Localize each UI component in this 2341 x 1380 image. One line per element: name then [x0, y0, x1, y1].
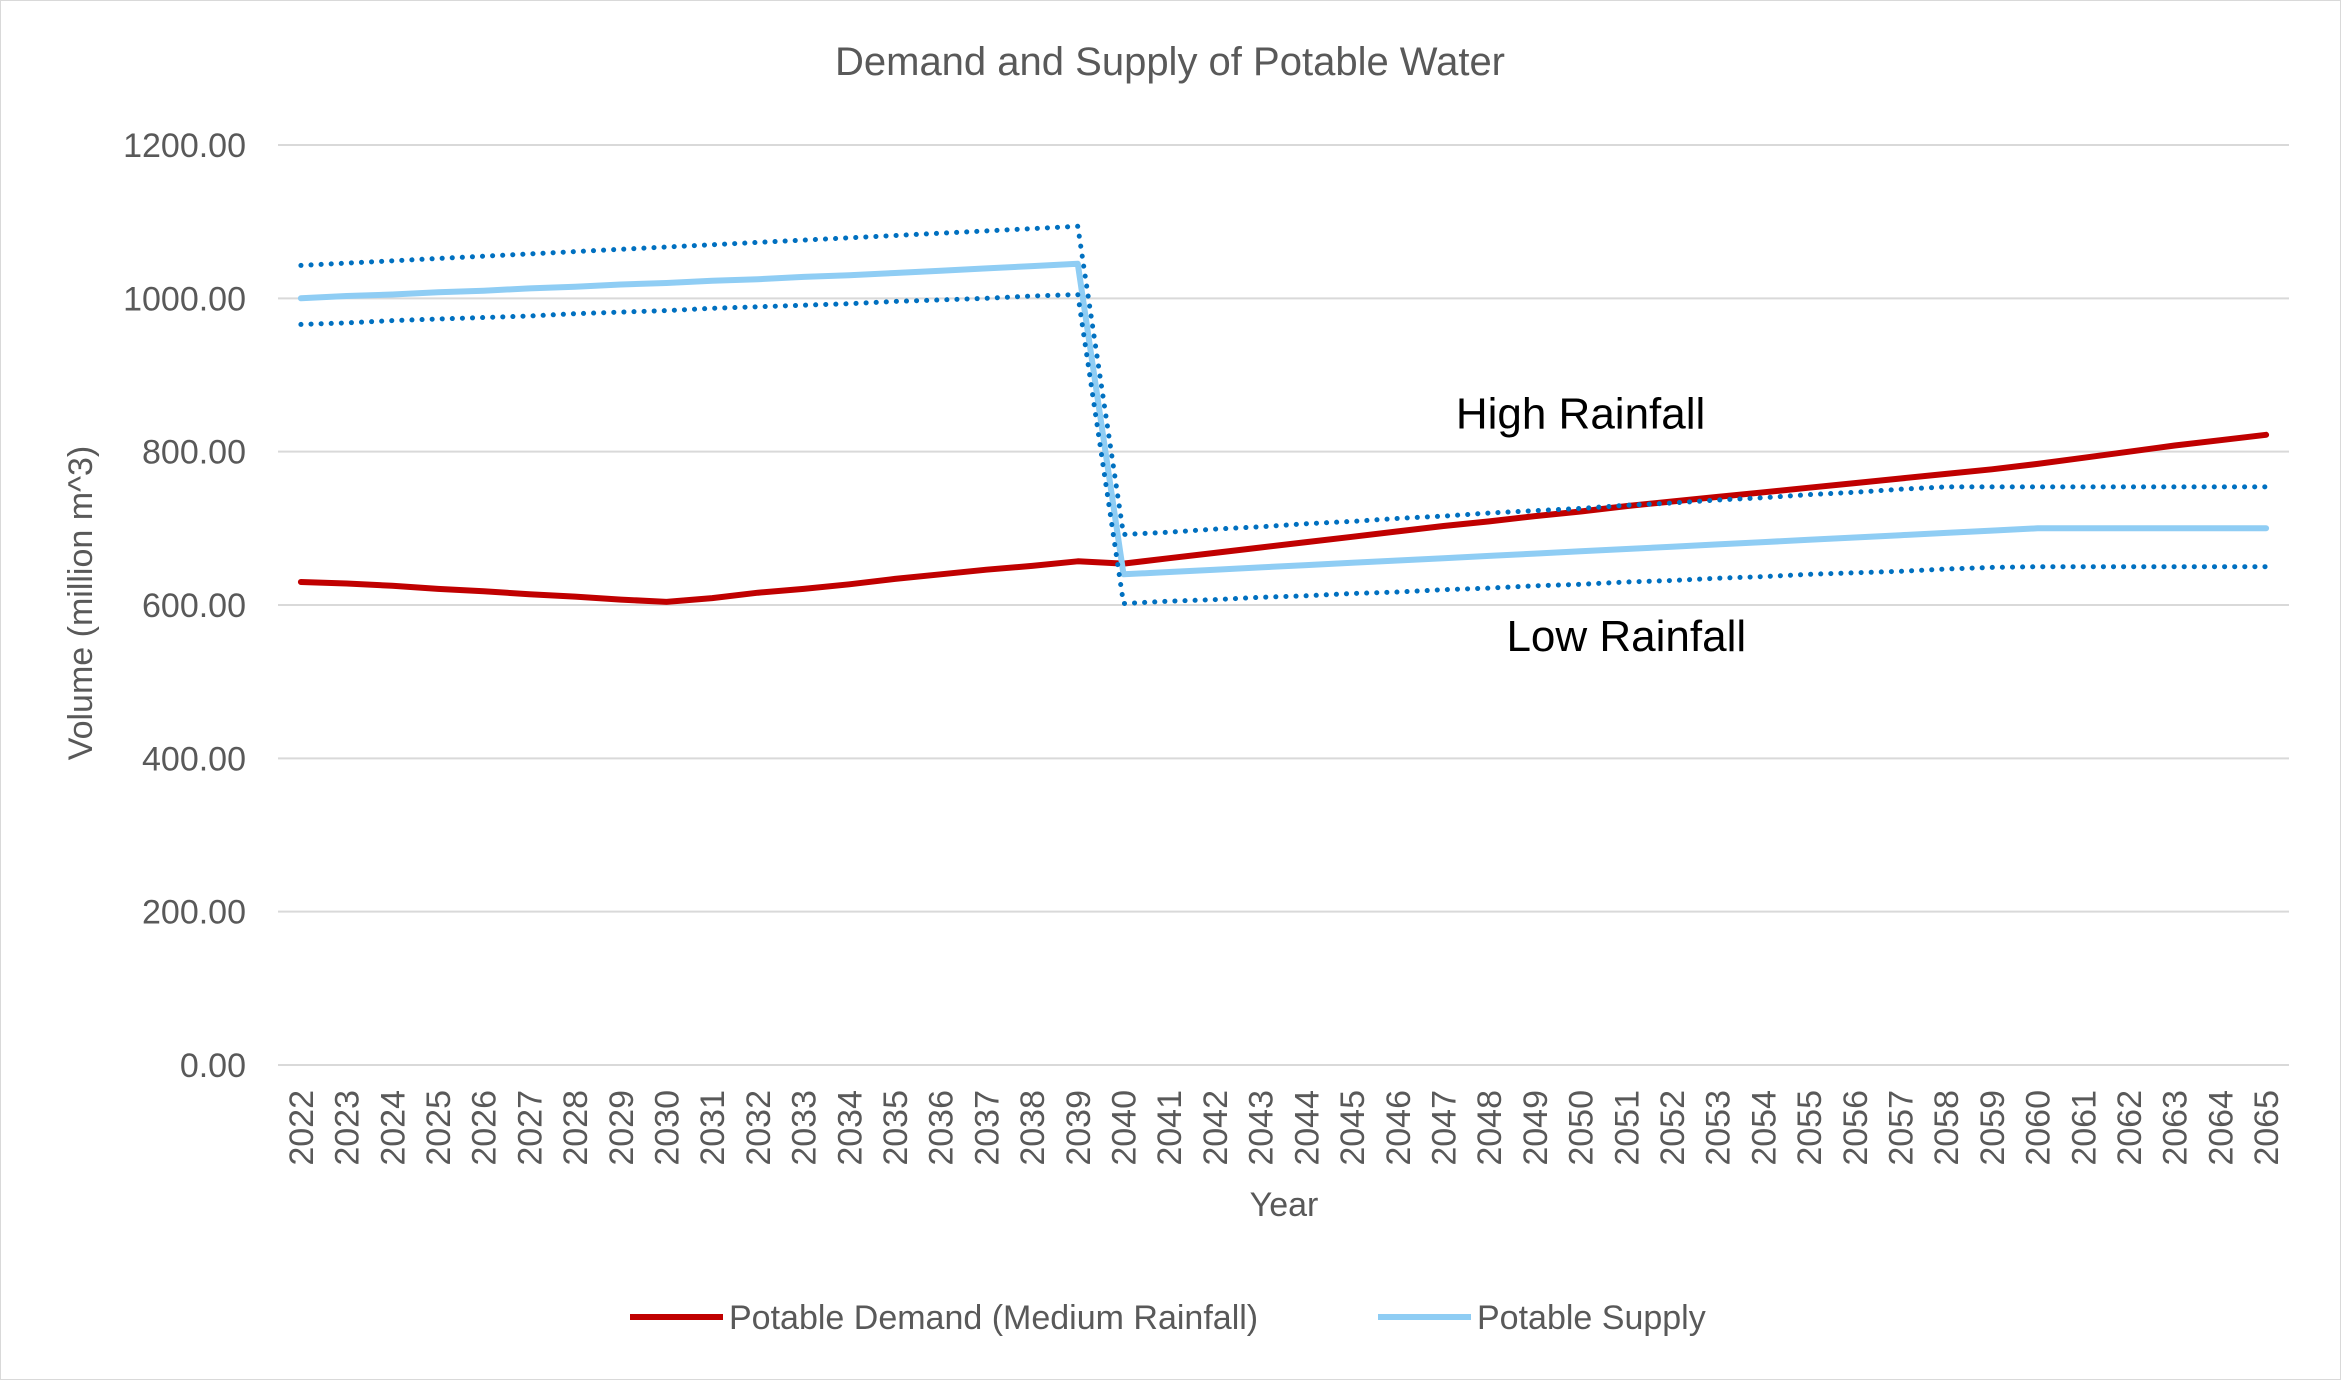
x-tick-label: 2036	[923, 1090, 961, 1166]
x-tick-label: 2061	[2065, 1090, 2103, 1166]
x-tick-label: 2056	[1837, 1090, 1875, 1166]
x-tick-label: 2039	[1060, 1090, 1098, 1166]
annotations: High Rainfall Low Rainfall	[1456, 390, 1746, 661]
series-line-high-rainfall	[298, 223, 2269, 537]
x-tick-label: 2060	[2020, 1090, 2058, 1166]
x-tick-label: 2041	[1151, 1090, 1189, 1166]
x-tick-label: 2028	[557, 1090, 595, 1166]
x-tick-label: 2044	[1288, 1090, 1326, 1166]
x-tick-label: 2065	[2248, 1090, 2286, 1166]
gridlines	[278, 144, 2289, 913]
y-tick-label: 600.00	[142, 587, 246, 625]
x-tick-label: 2022	[283, 1090, 321, 1166]
x-tick-label: 2033	[786, 1090, 824, 1166]
x-tick-label: 2038	[1014, 1090, 1052, 1166]
x-tick-label: 2051	[1608, 1090, 1646, 1166]
x-tick-label: 2055	[1791, 1090, 1829, 1166]
series-line-potable-demand-medium-rainfall	[297, 431, 2270, 605]
x-tick-label: 2050	[1563, 1090, 1601, 1166]
x-tick-label: 2064	[2202, 1090, 2240, 1166]
chart-title: Demand and Supply of Potable Water	[835, 40, 1505, 84]
x-tick-label: 2032	[740, 1090, 778, 1166]
x-tick-label: 2052	[1654, 1090, 1692, 1166]
x-tick-label: 2025	[420, 1090, 458, 1166]
x-tick-label: 2034	[831, 1090, 869, 1166]
x-tick-label: 2030	[648, 1090, 686, 1166]
x-tick-label: 2037	[968, 1090, 1006, 1166]
x-tick-label: 2042	[1197, 1090, 1235, 1166]
legend-label: Potable Demand (Medium Rainfall)	[729, 1299, 1258, 1337]
y-tick-label: 1200.00	[123, 127, 246, 165]
x-tick-label: 2053	[1700, 1090, 1738, 1166]
x-tick-label: 2029	[603, 1090, 641, 1166]
legend: Potable Demand (Medium Rainfall) Potable …	[630, 1299, 1706, 1337]
y-tick-label: 200.00	[142, 894, 246, 932]
x-tick-label: 2057	[1883, 1090, 1921, 1166]
y-tick-label: 400.00	[142, 740, 246, 778]
x-tick-label: 2023	[329, 1090, 367, 1166]
x-tick-label: 2043	[1243, 1090, 1281, 1166]
x-tick-label: 2027	[511, 1090, 549, 1166]
x-tick-label: 2026	[466, 1090, 504, 1166]
x-axis-tick-labels: 2022 2023 2024 2025 2026 2027 2028 2029 2030 2031…	[283, 1090, 2286, 1166]
x-axis-label: Year	[1250, 1186, 1319, 1224]
y-tick-label: 1000.00	[123, 280, 246, 318]
annotation-label: High Rainfall	[1456, 390, 1705, 439]
x-tick-label: 2035	[877, 1090, 915, 1166]
x-tick-label: 2040	[1106, 1090, 1144, 1166]
x-tick-label: 2062	[2111, 1090, 2149, 1166]
series-line-potable-supply	[297, 260, 2270, 578]
y-tick-label: 0.00	[180, 1047, 246, 1085]
x-tick-label: 2047	[1425, 1090, 1463, 1166]
x-tick-label: 2049	[1517, 1090, 1555, 1166]
x-tick-label: 2054	[1745, 1090, 1783, 1166]
x-tick-label: 2024	[374, 1090, 412, 1166]
series-lines	[297, 223, 2270, 606]
x-tick-label: 2031	[694, 1090, 732, 1166]
legend-label: Potable Supply	[1477, 1299, 1706, 1337]
y-axis-label: Volume (million m^3)	[62, 446, 100, 760]
annotation-label: Low Rainfall	[1506, 612, 1746, 661]
x-tick-label: 2058	[1928, 1090, 1966, 1166]
series-line-low-rainfall	[298, 292, 2269, 606]
y-axis-tick-labels: 0.00 200.00 400.00 600.00 800.00 1000.00 1200.…	[123, 127, 246, 1085]
x-tick-label: 2045	[1334, 1090, 1372, 1166]
x-tick-label: 2059	[1974, 1090, 2012, 1166]
y-tick-label: 800.00	[142, 434, 246, 472]
x-tick-label: 2048	[1471, 1090, 1509, 1166]
x-tick-label: 2046	[1380, 1090, 1418, 1166]
x-tick-label: 2063	[2157, 1090, 2195, 1166]
